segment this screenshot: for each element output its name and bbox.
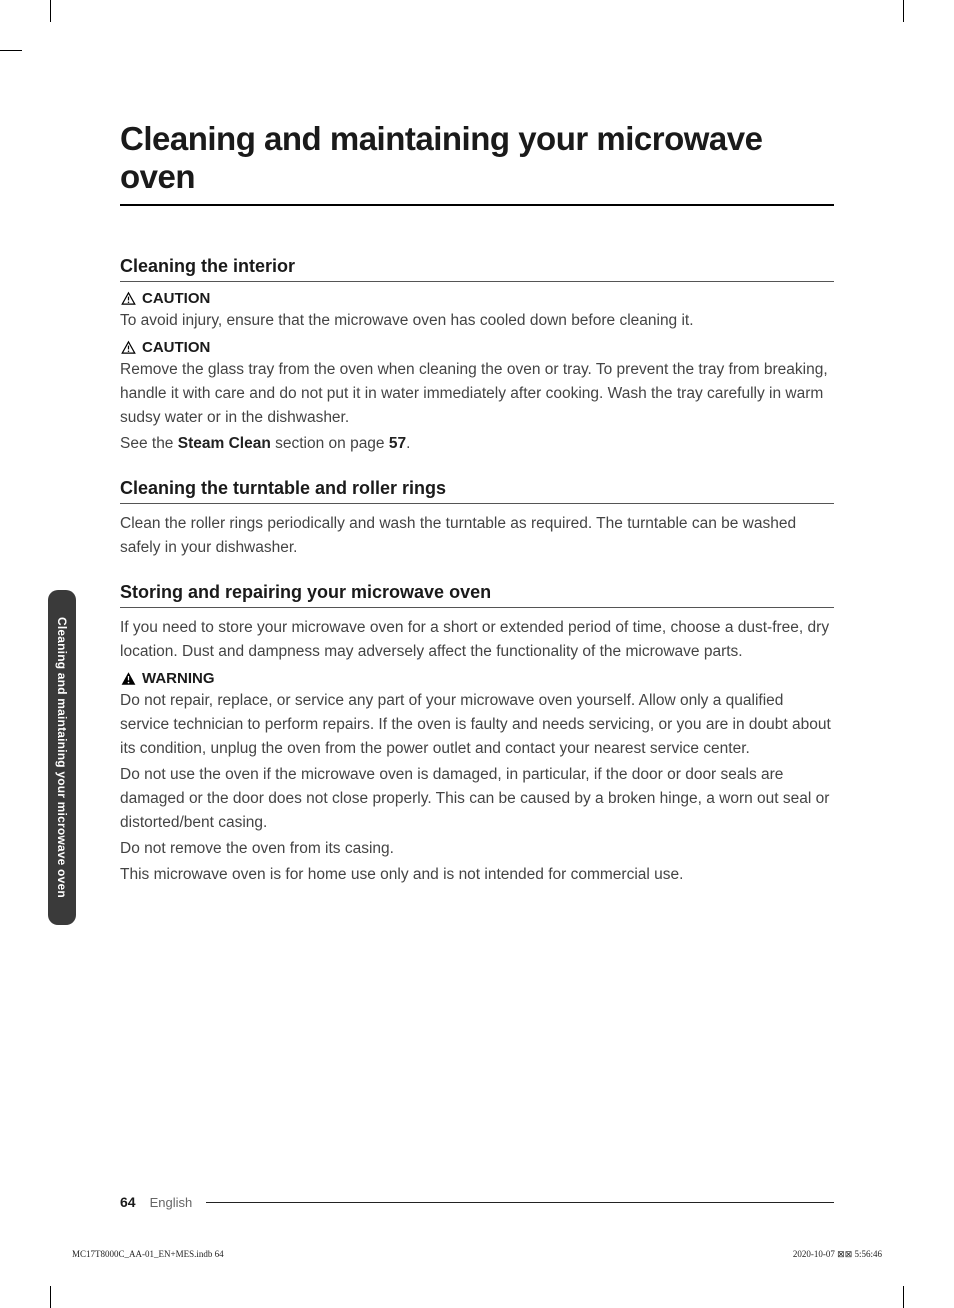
reference-text: See the Steam Clean section on page 57. — [120, 432, 834, 456]
print-metadata: MC17T8000C_AA-01_EN+MES.indb 64 2020-10-… — [72, 1249, 882, 1260]
ref-page: 57 — [389, 435, 406, 452]
page-number: 64 — [120, 1194, 136, 1210]
caution-label: CAUTION — [142, 339, 210, 356]
section-heading-interior: Cleaning the interior — [120, 256, 834, 282]
caution-callout: CAUTION — [120, 290, 834, 307]
turntable-text: Clean the roller rings periodically and … — [120, 512, 834, 560]
section-heading-turntable: Cleaning the turntable and roller rings — [120, 478, 834, 504]
ref-prefix: See the — [120, 435, 178, 452]
warning-p4: This microwave oven is for home use only… — [120, 863, 834, 887]
section-side-tab: Cleaning and maintaining your microwave … — [48, 590, 76, 925]
crop-mark — [903, 1286, 904, 1308]
caution-icon — [120, 340, 136, 356]
warning-p1: Do not repair, replace, or service any p… — [120, 689, 834, 761]
crop-mark — [903, 0, 904, 22]
storing-intro: If you need to store your microwave oven… — [120, 616, 834, 664]
caution-text: Remove the glass tray from the oven when… — [120, 358, 834, 430]
caution-callout: CAUTION — [120, 339, 834, 356]
ref-middle: section on page — [271, 435, 389, 452]
crop-mark — [50, 1286, 51, 1308]
warning-label: WARNING — [142, 670, 215, 687]
page-content: Cleaning and maintaining your microwave … — [120, 120, 834, 1228]
print-meta-timestamp: 2020-10-07 ⊠⊠ 5:56:46 — [793, 1249, 882, 1260]
page-language: English — [150, 1195, 193, 1210]
section-heading-storing: Storing and repairing your microwave ove… — [120, 582, 834, 608]
warning-callout: WARNING — [120, 670, 834, 687]
side-tab-label: Cleaning and maintaining your microwave … — [55, 617, 69, 898]
caution-icon — [120, 291, 136, 307]
warning-p3: Do not remove the oven from its casing. — [120, 837, 834, 861]
caution-text: To avoid injury, ensure that the microwa… — [120, 309, 834, 333]
warning-p2: Do not use the oven if the microwave ove… — [120, 763, 834, 835]
print-meta-file: MC17T8000C_AA-01_EN+MES.indb 64 — [72, 1249, 224, 1260]
caution-label: CAUTION — [142, 290, 210, 307]
footer-rule — [206, 1202, 834, 1203]
ref-suffix: . — [406, 435, 410, 452]
page-title: Cleaning and maintaining your microwave … — [120, 120, 834, 206]
ref-bold: Steam Clean — [178, 435, 271, 452]
page-footer: 64 English — [120, 1194, 834, 1210]
crop-mark — [0, 50, 22, 51]
warning-icon — [120, 671, 136, 687]
crop-mark — [50, 0, 51, 22]
